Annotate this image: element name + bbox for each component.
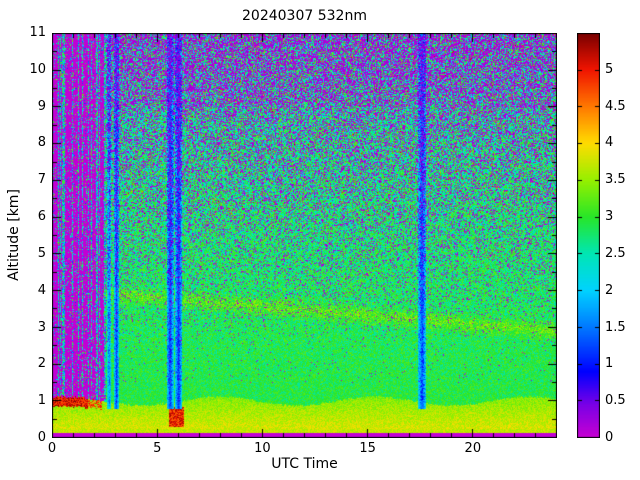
chart-title: 20240307 532nm bbox=[242, 8, 367, 24]
colorbar-tick-label: 0.5 bbox=[605, 393, 626, 409]
x-tick-label: 20 bbox=[464, 441, 482, 456]
x-tick-label: 0 bbox=[47, 441, 57, 456]
x-tick-label: 15 bbox=[359, 441, 376, 456]
colorbar-tick-label: 2.5 bbox=[605, 245, 626, 261]
x-tick-label: 5 bbox=[153, 441, 162, 456]
colorbar-tick-label: 0 bbox=[605, 430, 614, 445]
x-tick-label: 10 bbox=[254, 441, 271, 456]
colorbar-tick-label: 5 bbox=[605, 61, 614, 77]
y-tick-label: 11 bbox=[29, 25, 46, 40]
y-tick-label: 5 bbox=[37, 245, 46, 261]
colorbar-canvas bbox=[577, 33, 600, 438]
colorbar-tick-label: 4.5 bbox=[605, 98, 626, 114]
colorbar-tick-label: 2 bbox=[605, 282, 614, 298]
y-tick-label: 0 bbox=[37, 430, 46, 445]
heatmap-canvas bbox=[52, 33, 557, 438]
y-tick-label: 10 bbox=[29, 61, 46, 77]
colorbar-tick-label: 1 bbox=[605, 356, 614, 372]
y-tick-label: 6 bbox=[37, 209, 46, 225]
y-tick-label: 3 bbox=[37, 319, 46, 335]
x-axis-label: UTC Time bbox=[271, 456, 338, 472]
y-tick-label: 8 bbox=[37, 135, 46, 151]
y-tick-label: 9 bbox=[37, 98, 46, 114]
y-tick-label: 7 bbox=[37, 172, 46, 188]
colorbar-tick-label: 4 bbox=[605, 135, 614, 151]
colorbar-tick-label: 1.5 bbox=[605, 319, 626, 335]
colorbar-tick-label: 3.5 bbox=[605, 172, 626, 188]
y-tick-label: 2 bbox=[37, 356, 46, 372]
y-tick-label: 4 bbox=[37, 282, 46, 298]
y-tick-label: 1 bbox=[37, 393, 46, 409]
colorbar-tick-label: 3 bbox=[605, 209, 614, 225]
